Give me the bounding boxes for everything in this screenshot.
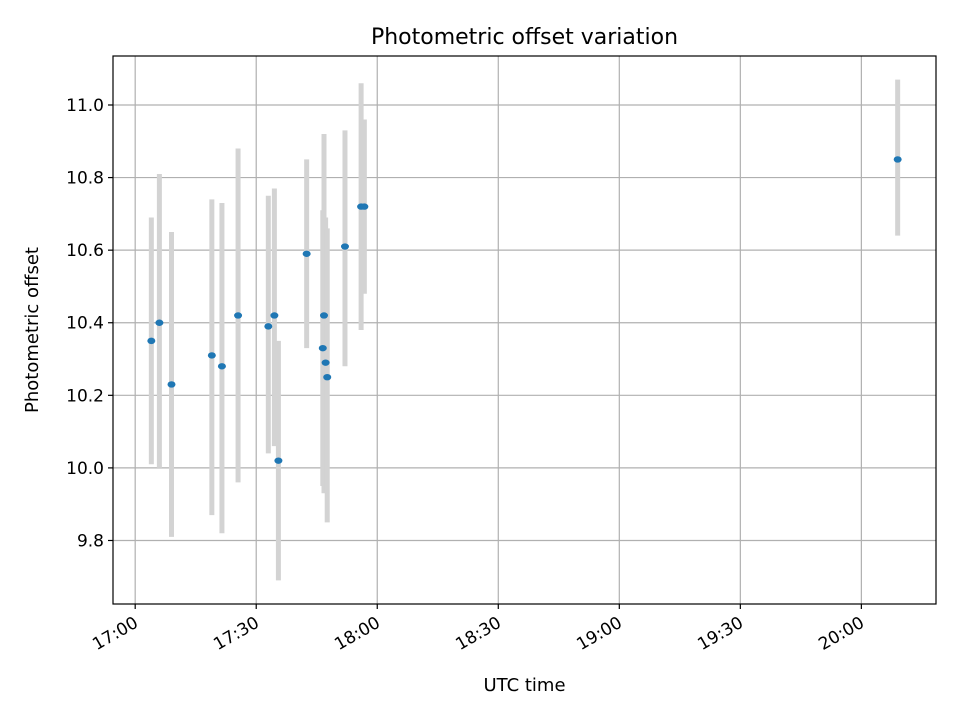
y-tick-label: 9.8: [77, 531, 104, 551]
data-point: [323, 373, 332, 381]
x-tick-label: 17:00: [89, 613, 141, 655]
data-point: [302, 250, 311, 257]
data-point: [893, 156, 902, 163]
data-point: [360, 203, 369, 210]
data-point: [264, 323, 273, 330]
y-axis-label: Photometric offset: [22, 247, 43, 413]
x-tick-label: 18:00: [331, 613, 383, 655]
x-axis-ticks: 17:00 17:30 18:00 18:30 19:00 19:30 20:00: [89, 604, 868, 655]
data-point: [318, 344, 327, 352]
error-bars: [148, 79, 901, 581]
y-tick-label: 10.4: [66, 314, 104, 334]
y-tick-label: 10.2: [66, 386, 104, 406]
plot-area: [112, 55, 937, 605]
data-point: [270, 312, 279, 319]
data-point: [155, 319, 164, 326]
x-tick-label: 18:30: [452, 613, 504, 655]
data-point: [207, 352, 216, 359]
y-tick-label: 10.8: [66, 169, 104, 189]
data-point: [274, 457, 283, 464]
x-tick-label: 20:00: [815, 613, 867, 655]
data-point: [147, 337, 156, 345]
x-tick-label: 19:00: [573, 613, 625, 655]
x-tick-label: 19:30: [694, 613, 746, 655]
y-tick-label: 10.0: [66, 459, 104, 479]
data-point: [217, 363, 226, 370]
data-point: [319, 312, 328, 319]
data-point: [167, 381, 176, 388]
data-points: [147, 156, 902, 464]
x-axis-label: UTC time: [483, 675, 565, 696]
data-point: [234, 312, 243, 319]
y-tick-label: 11.0: [66, 96, 104, 116]
y-axis-ticks: 9.8 10.0 10.2 10.4 10.6 10.8 11.0: [66, 96, 113, 551]
data-point: [321, 359, 330, 366]
chart-title: Photometric offset variation: [371, 25, 678, 50]
grid: [113, 56, 936, 604]
x-tick-label: 17:30: [210, 613, 262, 655]
y-tick-label: 10.6: [66, 241, 104, 261]
data-point: [340, 243, 349, 250]
